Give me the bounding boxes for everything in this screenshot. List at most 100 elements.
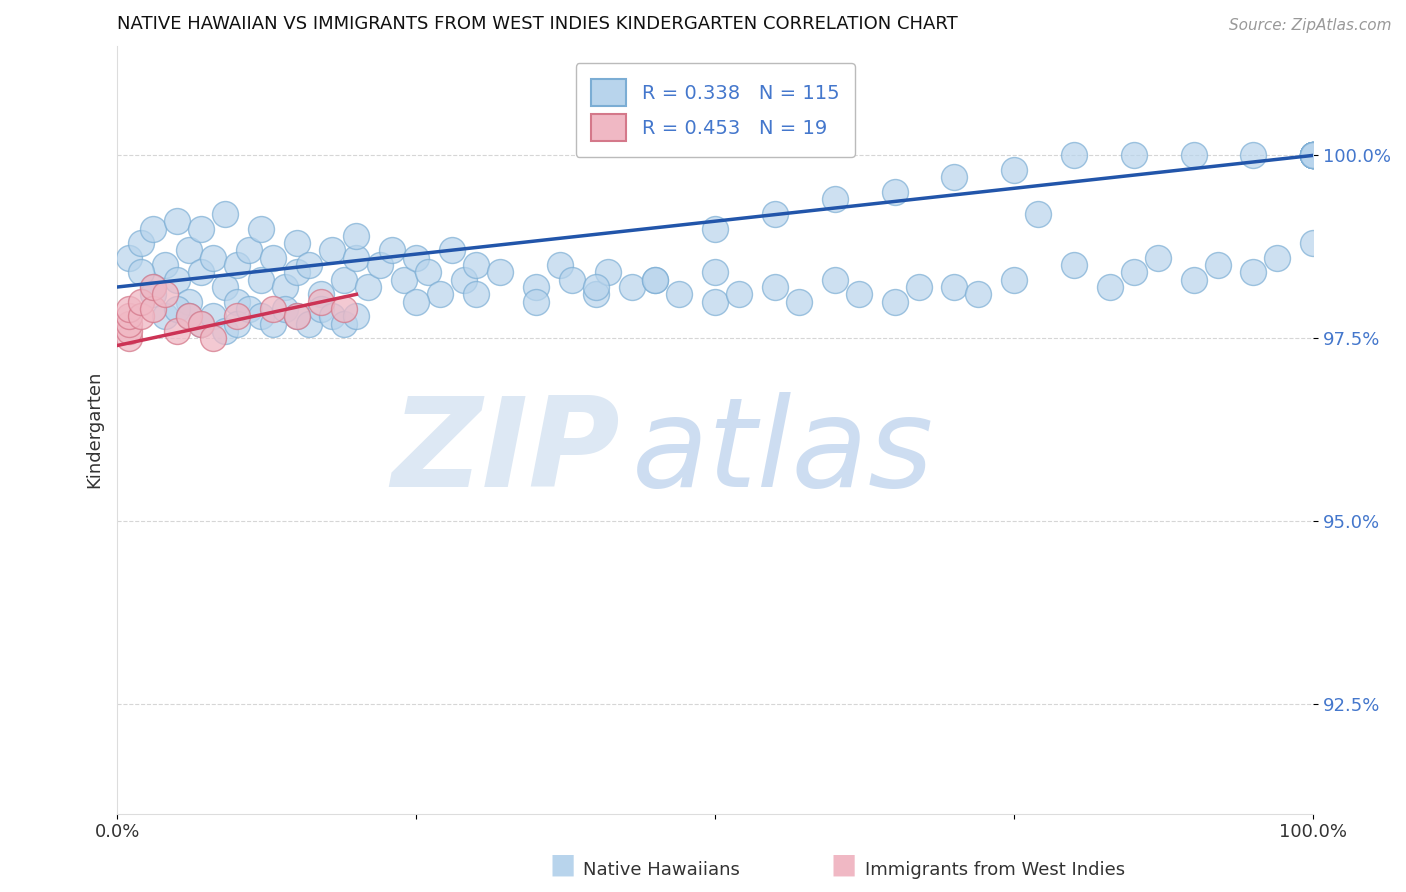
Point — [321, 244, 343, 258]
Point — [763, 280, 786, 294]
Point — [704, 221, 727, 235]
Point — [118, 251, 141, 265]
Point — [1302, 148, 1324, 162]
Point — [704, 294, 727, 309]
Text: ZIP: ZIP — [391, 392, 620, 513]
Point — [465, 258, 488, 272]
Point — [405, 294, 427, 309]
Point — [787, 294, 810, 309]
Point — [524, 280, 547, 294]
Point — [118, 331, 141, 345]
Point — [1122, 265, 1144, 279]
Point — [489, 265, 512, 279]
Point — [262, 251, 284, 265]
Point — [177, 244, 200, 258]
Point — [967, 287, 990, 301]
Point — [153, 287, 176, 301]
Point — [704, 265, 727, 279]
Point — [1063, 258, 1085, 272]
Point — [644, 273, 666, 287]
Point — [585, 287, 607, 301]
Point — [943, 280, 966, 294]
Point — [225, 317, 247, 331]
Point — [190, 317, 212, 331]
Point — [1026, 207, 1049, 221]
Point — [285, 310, 308, 324]
Point — [238, 244, 260, 258]
Text: ■: ■ — [550, 851, 575, 879]
Point — [1002, 273, 1025, 287]
Point — [620, 280, 643, 294]
Point — [848, 287, 870, 301]
Point — [190, 221, 212, 235]
Point — [1267, 251, 1289, 265]
Point — [824, 192, 846, 206]
Point — [441, 244, 464, 258]
Point — [201, 310, 224, 324]
Point — [225, 294, 247, 309]
Point — [1002, 163, 1025, 178]
Point — [333, 317, 356, 331]
Point — [1098, 280, 1121, 294]
Point — [524, 294, 547, 309]
Point — [177, 310, 200, 324]
Point — [262, 301, 284, 316]
Point — [190, 265, 212, 279]
Point — [309, 301, 332, 316]
Point — [118, 310, 141, 324]
Point — [763, 207, 786, 221]
Point — [214, 207, 236, 221]
Point — [273, 280, 295, 294]
Point — [249, 273, 271, 287]
Point — [142, 301, 165, 316]
Point — [249, 310, 271, 324]
Point — [344, 251, 367, 265]
Text: Native Hawaiians: Native Hawaiians — [583, 861, 741, 879]
Point — [429, 287, 451, 301]
Point — [1122, 148, 1144, 162]
Text: NATIVE HAWAIIAN VS IMMIGRANTS FROM WEST INDIES KINDERGARTEN CORRELATION CHART: NATIVE HAWAIIAN VS IMMIGRANTS FROM WEST … — [117, 15, 957, 33]
Text: atlas: atlas — [631, 392, 934, 513]
Point — [381, 244, 404, 258]
Point — [370, 258, 392, 272]
Point — [907, 280, 929, 294]
Point — [1302, 148, 1324, 162]
Point — [249, 221, 271, 235]
Point — [142, 280, 165, 294]
Point — [728, 287, 751, 301]
Point — [1146, 251, 1168, 265]
Point — [333, 273, 356, 287]
Point — [177, 310, 200, 324]
Point — [1302, 148, 1324, 162]
Point — [214, 280, 236, 294]
Point — [1243, 148, 1265, 162]
Point — [943, 170, 966, 185]
Point — [1182, 148, 1205, 162]
Point — [1063, 148, 1085, 162]
Point — [1243, 265, 1265, 279]
Point — [201, 251, 224, 265]
Point — [129, 265, 152, 279]
Point — [1302, 148, 1324, 162]
Point — [1302, 148, 1324, 162]
Point — [465, 287, 488, 301]
Point — [1302, 148, 1324, 162]
Point — [321, 310, 343, 324]
Point — [129, 294, 152, 309]
Point — [166, 273, 188, 287]
Point — [201, 331, 224, 345]
Point — [1302, 148, 1324, 162]
Point — [285, 265, 308, 279]
Point — [405, 251, 427, 265]
Point — [142, 280, 165, 294]
Point — [297, 258, 319, 272]
Point — [596, 265, 619, 279]
Point — [344, 310, 367, 324]
Point — [225, 310, 247, 324]
Point — [668, 287, 690, 301]
Point — [1302, 148, 1324, 162]
Text: Immigrants from West Indies: Immigrants from West Indies — [865, 861, 1125, 879]
Text: ■: ■ — [831, 851, 856, 879]
Point — [166, 301, 188, 316]
Point — [118, 324, 141, 338]
